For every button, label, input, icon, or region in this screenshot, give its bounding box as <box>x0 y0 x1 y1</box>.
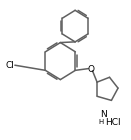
Text: H: H <box>98 119 103 125</box>
Text: O: O <box>87 65 94 74</box>
Text: Cl: Cl <box>5 61 14 70</box>
Text: HCl: HCl <box>105 118 121 127</box>
Text: N: N <box>100 110 107 119</box>
